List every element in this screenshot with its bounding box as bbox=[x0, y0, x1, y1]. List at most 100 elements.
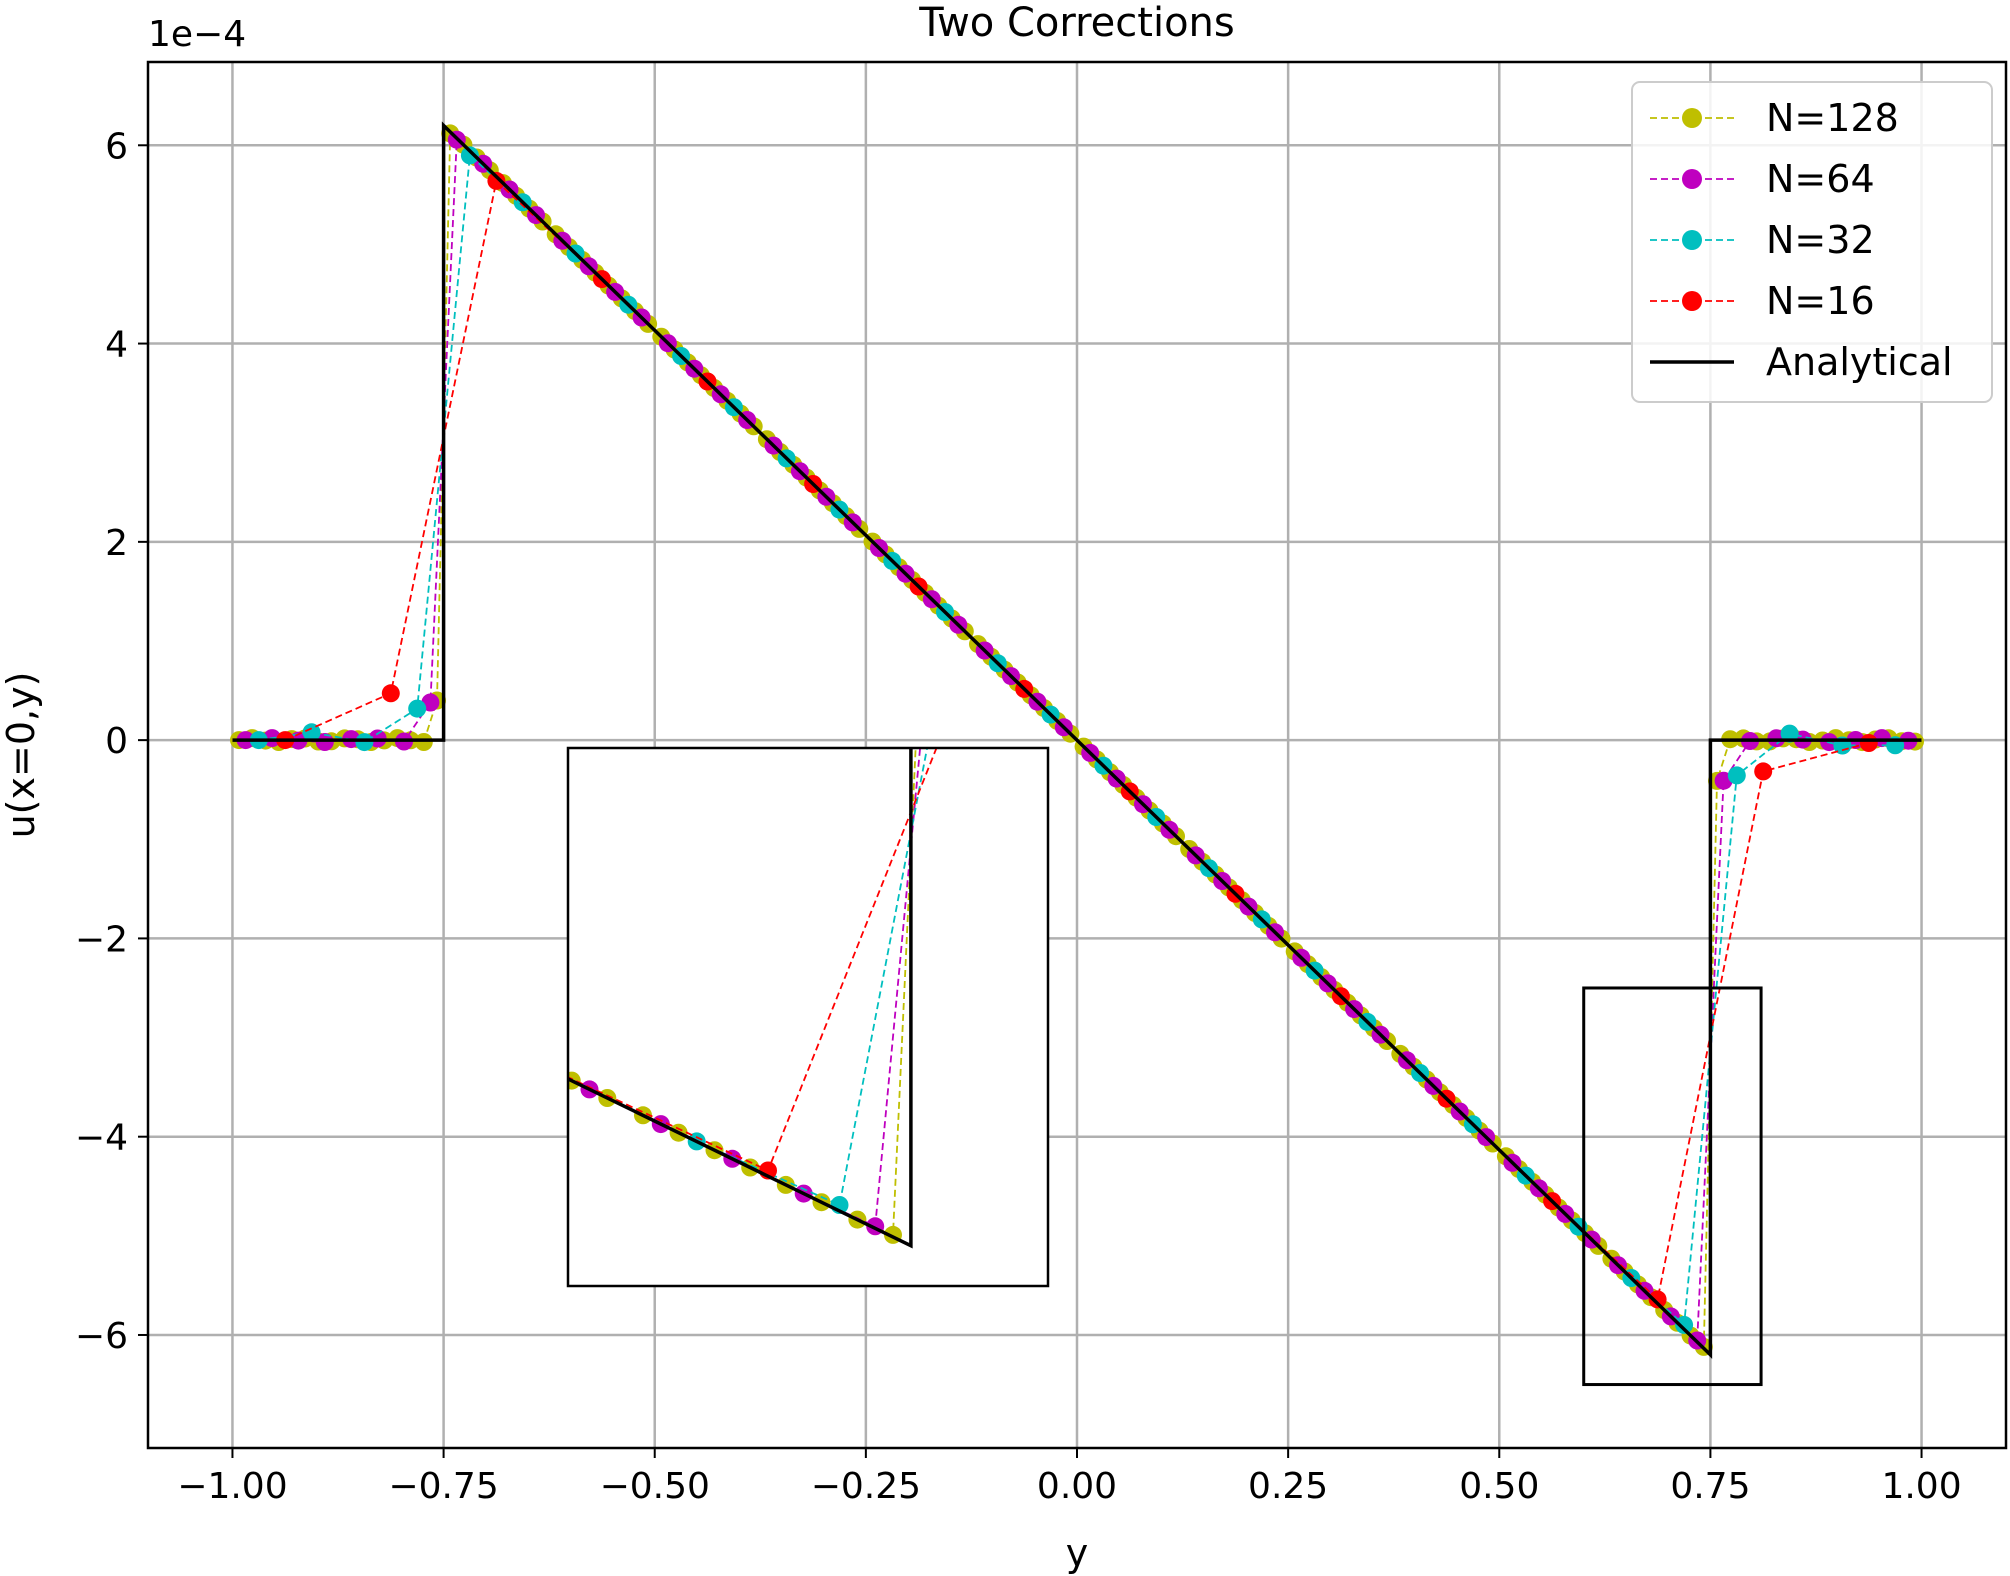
legend-marker bbox=[1682, 169, 1702, 189]
axis-ticks: −1.00 −0.75 −0.50 −0.25 0.00 0.25 0.50 0.75 1.00… bbox=[75, 126, 1962, 1507]
data-point bbox=[1727, 766, 1746, 785]
y-tick-label: 4 bbox=[105, 325, 128, 366]
x-tick-label: −1.00 bbox=[177, 1466, 287, 1507]
data-point bbox=[509, 1046, 527, 1064]
data-point bbox=[170, 881, 188, 899]
data-point bbox=[1366, 400, 1384, 418]
x-axis-label: y bbox=[1066, 1531, 1089, 1575]
data-point bbox=[1134, 402, 1152, 420]
data-point bbox=[1170, 405, 1188, 423]
legend-box bbox=[1631, 81, 1993, 403]
x-tick-label: −0.75 bbox=[388, 1466, 498, 1507]
data-point bbox=[1313, 405, 1331, 423]
legend-marker bbox=[1682, 291, 1702, 311]
data-point bbox=[1277, 403, 1295, 421]
data-point bbox=[414, 733, 433, 751]
data-point bbox=[1456, 405, 1474, 423]
data-point bbox=[545, 1063, 563, 1081]
inset-frame bbox=[566, 746, 1050, 1288]
data-point bbox=[1348, 402, 1366, 420]
data-point bbox=[1205, 403, 1223, 421]
legend-label: N=16 bbox=[1766, 279, 1875, 323]
data-point bbox=[527, 1054, 545, 1072]
data-point bbox=[1241, 400, 1259, 418]
legend-marker bbox=[1682, 230, 1702, 250]
x-tick-label: −0.50 bbox=[600, 1466, 710, 1507]
data-point bbox=[313, 950, 331, 968]
y-offset-label: 1e−4 bbox=[148, 14, 246, 55]
data-point bbox=[348, 967, 366, 985]
data-point bbox=[1080, 400, 1098, 418]
data-point bbox=[1438, 404, 1456, 422]
data-point bbox=[1116, 394, 1134, 412]
y-tick-label: 6 bbox=[105, 126, 128, 167]
data-point bbox=[188, 889, 206, 907]
data-point bbox=[487, 171, 506, 190]
legend-label: N=128 bbox=[1766, 96, 1899, 140]
data-point bbox=[1152, 402, 1170, 420]
data-point bbox=[80, 837, 98, 855]
data-point bbox=[1648, 1290, 1667, 1309]
plot-area bbox=[230, 121, 1924, 1359]
data-point bbox=[991, 401, 1009, 419]
x-tick-label: 0.25 bbox=[1248, 1466, 1328, 1507]
data-point bbox=[1045, 445, 1063, 463]
data-point bbox=[1402, 410, 1420, 428]
data-point bbox=[1780, 724, 1799, 743]
y-tick-label: 0 bbox=[105, 721, 128, 762]
legend-marker bbox=[1682, 108, 1702, 128]
legend-label: Analytical bbox=[1766, 340, 1953, 384]
data-point bbox=[205, 898, 223, 916]
legend-label: N=32 bbox=[1766, 218, 1875, 262]
data-point bbox=[1675, 1315, 1694, 1334]
data-point bbox=[1859, 734, 1878, 752]
y-tick-label: −4 bbox=[75, 1118, 128, 1159]
legend-label: N=64 bbox=[1766, 157, 1875, 201]
data-point bbox=[98, 846, 116, 864]
data-point bbox=[241, 915, 259, 933]
data-point bbox=[1009, 404, 1027, 422]
data-point bbox=[1259, 410, 1277, 428]
x-tick-label: 1.00 bbox=[1881, 1466, 1961, 1507]
data-point bbox=[491, 1037, 509, 1055]
data-point bbox=[438, 1011, 456, 1029]
data-point bbox=[955, 402, 973, 420]
inset-plot bbox=[63, 394, 1474, 1249]
x-tick-label: −0.25 bbox=[811, 1466, 921, 1507]
x-tick-label: 0.75 bbox=[1670, 1466, 1750, 1507]
inset-background bbox=[568, 748, 1048, 1286]
data-point bbox=[152, 872, 170, 890]
data-point bbox=[402, 994, 420, 1012]
data-point bbox=[420, 1002, 438, 1020]
data-point bbox=[1330, 407, 1348, 425]
data-point bbox=[277, 933, 295, 951]
data-point bbox=[302, 723, 321, 742]
data-point bbox=[473, 1028, 491, 1046]
data-point bbox=[1295, 403, 1313, 421]
data-point bbox=[384, 985, 402, 1003]
data-point bbox=[1223, 405, 1241, 423]
data-point bbox=[366, 976, 384, 994]
x-tick-label: 0.50 bbox=[1459, 1466, 1539, 1507]
data-point bbox=[460, 146, 479, 165]
data-point bbox=[408, 699, 427, 718]
data-point bbox=[355, 733, 374, 752]
data-point bbox=[920, 458, 938, 476]
y-tick-label: −2 bbox=[75, 919, 128, 960]
data-point bbox=[1420, 404, 1438, 422]
data-point bbox=[456, 1019, 474, 1037]
zoom-region-box bbox=[1582, 986, 1763, 1387]
y-tick-label: 2 bbox=[105, 523, 128, 564]
data-point bbox=[1027, 405, 1045, 423]
data-point bbox=[938, 458, 956, 476]
y-axis-label: u(x=0,y) bbox=[0, 672, 43, 839]
data-point bbox=[116, 854, 134, 872]
data-point bbox=[63, 828, 81, 846]
x-tick-label: 0.00 bbox=[1037, 1466, 1117, 1507]
legend: N=128 N=64 N=32 N=16 Analytical bbox=[1631, 81, 1993, 403]
data-point bbox=[134, 863, 152, 881]
series-line-analytical bbox=[232, 121, 1922, 1359]
data-point bbox=[973, 451, 991, 469]
data-point bbox=[381, 684, 400, 703]
